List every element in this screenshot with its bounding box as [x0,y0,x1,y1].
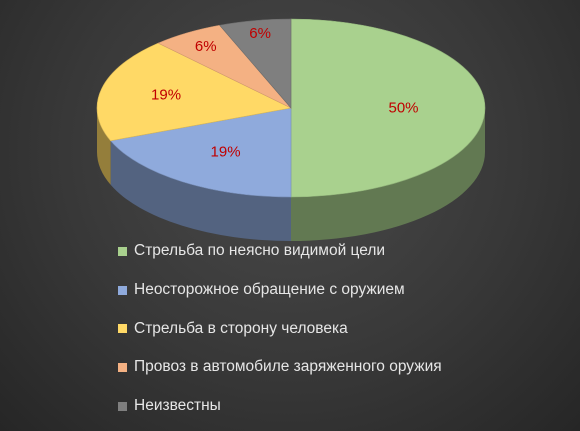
legend-swatch [118,285,127,295]
legend-item: Неосторожное обращение с оружием [118,271,442,310]
legend-swatch [118,324,127,334]
data-label-2: 19% [151,87,181,104]
legend-label: Стрельба в сторону человека [134,319,348,337]
pie-side-1 [110,140,292,241]
pie-slice-2 [96,42,292,142]
pie-side-2 [97,108,111,185]
pie-slice-0 [290,18,486,198]
legend-label: Стрельба по неясно видимой цели [134,242,386,260]
legend-item: Неизвестны [118,387,442,426]
legend-swatch [118,362,127,372]
data-label-3: 6% [195,38,217,55]
legend-item: Провоз в автомобиле заряженного оружия [118,348,442,387]
legend: Стрельба по неясно видимой цели Неосторож… [118,232,442,425]
pie-slice-1 [110,107,292,198]
legend-swatch [118,246,127,256]
legend-label: Провоз в автомобиле заряженного оружия [134,358,442,376]
data-label-0: 50% [389,100,419,117]
data-label-1: 19% [211,144,241,161]
pie-slice-4 [219,18,292,109]
pie-top [96,18,486,198]
legend-label: Неосторожное обращение с оружием [134,281,405,299]
data-label-4: 6% [249,25,271,42]
legend-label: Неизвестны [134,397,221,415]
legend-item: Стрельба в сторону человека [118,309,442,348]
legend-swatch [118,401,127,411]
pie-side-walls [97,108,485,241]
legend-item: Стрельба по неясно видимой цели [118,232,442,271]
pie-side-0 [291,108,485,241]
